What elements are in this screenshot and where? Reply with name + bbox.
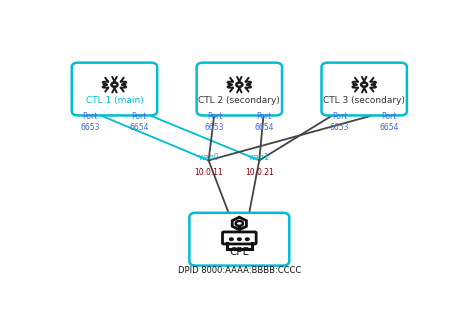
Text: Port
6653: Port 6653 bbox=[330, 112, 349, 132]
Polygon shape bbox=[232, 217, 247, 230]
Text: wan1: wan1 bbox=[249, 153, 269, 162]
Text: Port
6653: Port 6653 bbox=[80, 112, 99, 132]
Text: CPE: CPE bbox=[229, 247, 249, 257]
FancyBboxPatch shape bbox=[321, 63, 407, 115]
FancyBboxPatch shape bbox=[222, 232, 256, 244]
Text: 10.0.21: 10.0.21 bbox=[245, 168, 274, 177]
Circle shape bbox=[238, 238, 241, 240]
Text: CTL 1 (main): CTL 1 (main) bbox=[85, 96, 143, 105]
Text: CTL 2 (secondary): CTL 2 (secondary) bbox=[198, 96, 280, 105]
Circle shape bbox=[361, 83, 367, 87]
Text: wan0: wan0 bbox=[198, 153, 219, 162]
Text: Port
6654: Port 6654 bbox=[129, 112, 149, 132]
FancyBboxPatch shape bbox=[72, 63, 157, 115]
Circle shape bbox=[112, 83, 118, 87]
Text: Port
6654: Port 6654 bbox=[254, 112, 274, 132]
Circle shape bbox=[236, 221, 243, 226]
Text: Port
6654: Port 6654 bbox=[379, 112, 398, 132]
FancyBboxPatch shape bbox=[197, 63, 282, 115]
Circle shape bbox=[246, 238, 249, 240]
Text: 10.0.11: 10.0.11 bbox=[194, 168, 223, 177]
Text: DPID 8000:AAAA:BBBB:CCCC: DPID 8000:AAAA:BBBB:CCCC bbox=[178, 266, 301, 275]
Circle shape bbox=[236, 83, 242, 87]
Text: CTL 3 (secondary): CTL 3 (secondary) bbox=[323, 96, 405, 105]
Text: Port
6653: Port 6653 bbox=[205, 112, 225, 132]
FancyBboxPatch shape bbox=[190, 213, 289, 266]
Circle shape bbox=[230, 238, 233, 240]
